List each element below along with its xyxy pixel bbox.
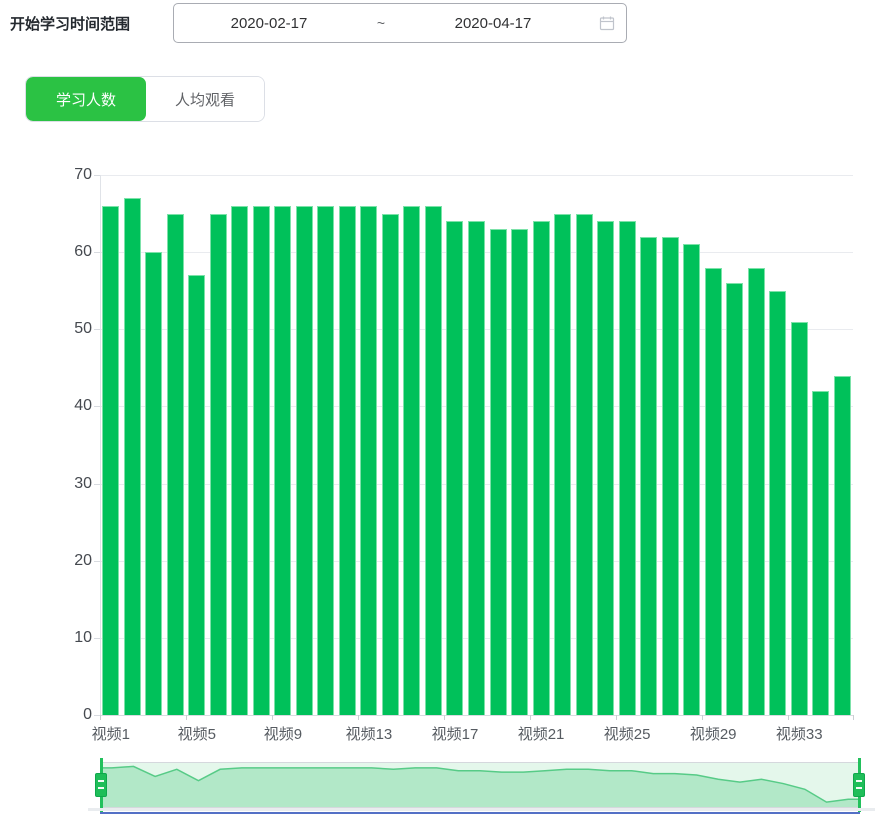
- bar[interactable]: [833, 375, 851, 715]
- bar[interactable]: [726, 283, 744, 715]
- tab-average-views[interactable]: 人均观看: [146, 77, 264, 121]
- tab-group: 学习人数 人均观看: [25, 76, 265, 122]
- y-axis-tick: [94, 715, 100, 716]
- end-date-input[interactable]: 2020-04-17: [454, 14, 532, 32]
- x-axis-tick: [358, 715, 360, 720]
- bar[interactable]: [489, 229, 507, 715]
- bar[interactable]: [209, 213, 227, 715]
- bar[interactable]: [274, 205, 292, 715]
- bar[interactable]: [166, 213, 184, 715]
- datazoom-minimap: [101, 765, 859, 807]
- date-range-separator: ~: [376, 15, 386, 31]
- bar[interactable]: [618, 221, 636, 715]
- bar[interactable]: [403, 205, 421, 715]
- y-axis-tick-label: 50: [74, 320, 92, 338]
- y-axis-tick-label: 70: [74, 166, 92, 183]
- date-range-label: 开始学习时间范围: [10, 16, 131, 33]
- bar[interactable]: [532, 221, 550, 715]
- y-axis-tick-label: 30: [74, 474, 92, 492]
- y-axis-tick: [94, 329, 100, 331]
- x-axis-tick: [444, 715, 446, 720]
- x-axis-tick: [186, 715, 188, 720]
- bar[interactable]: [188, 275, 206, 715]
- y-axis-tick-label: 10: [74, 628, 92, 646]
- datazoom-right-handle[interactable]: [852, 758, 866, 812]
- bar[interactable]: [295, 205, 313, 715]
- bottom-gray-strip: [88, 808, 875, 811]
- bar[interactable]: [468, 221, 485, 715]
- date-range-picker[interactable]: 2020-02-17 ~ 2020-04-17: [173, 3, 627, 43]
- x-axis-tick: [100, 715, 101, 720]
- x-axis-tick-label: 视频5: [177, 726, 216, 743]
- x-axis-tick-label: 视频33: [775, 726, 823, 743]
- bar[interactable]: [597, 221, 615, 715]
- y-axis-tick-label: 60: [74, 243, 92, 261]
- bar[interactable]: [360, 205, 378, 715]
- tab-learner-count[interactable]: 学习人数: [26, 77, 146, 121]
- y-axis-tick: [94, 406, 100, 408]
- bar[interactable]: [102, 205, 120, 715]
- x-axis-tick-label: 视频21: [517, 726, 565, 743]
- bar[interactable]: [231, 205, 249, 715]
- bottom-blue-line: [100, 812, 860, 814]
- x-axis-tick: [788, 715, 790, 720]
- x-axis-tick-label: 视频25: [603, 726, 651, 743]
- bar[interactable]: [640, 236, 658, 715]
- bar[interactable]: [338, 205, 356, 715]
- x-axis-tick-label: 视频1: [91, 726, 130, 743]
- y-axis-tick: [94, 252, 100, 254]
- bar[interactable]: [575, 213, 593, 715]
- x-axis-tick-label: 视频29: [689, 726, 737, 743]
- x-axis-tick: [530, 715, 532, 720]
- bar[interactable]: [424, 205, 442, 715]
- x-axis-tick-label: 视频17: [431, 726, 479, 743]
- datazoom-left-handle[interactable]: [94, 758, 108, 812]
- y-axis-tick-label: 20: [74, 551, 92, 569]
- bar[interactable]: [317, 205, 335, 715]
- x-axis-tick: [853, 715, 854, 720]
- y-axis-tick: [94, 483, 100, 485]
- datazoom-slider[interactable]: [95, 758, 865, 812]
- bar[interactable]: [446, 221, 464, 715]
- bar[interactable]: [769, 290, 787, 715]
- bar[interactable]: [683, 244, 701, 715]
- datazoom-left-handle-grip[interactable]: [95, 773, 107, 797]
- x-axis-tick: [702, 715, 704, 720]
- x-axis-line: [100, 715, 853, 716]
- bar[interactable]: [812, 391, 830, 715]
- bar[interactable]: [704, 267, 722, 715]
- bar[interactable]: [145, 252, 163, 715]
- y-axis-tick: [94, 175, 100, 176]
- x-axis-tick-label: 视频9: [263, 726, 303, 743]
- datazoom-right-handle-grip[interactable]: [853, 773, 865, 797]
- bar[interactable]: [381, 213, 399, 715]
- bar[interactable]: [790, 321, 808, 715]
- y-axis-line: [100, 175, 101, 715]
- datazoom-area-line: [101, 765, 859, 803]
- x-axis-tick-label: 视频13: [345, 726, 393, 743]
- datazoom-area: [101, 766, 859, 807]
- y-axis-tick-label: 40: [74, 397, 92, 415]
- calendar-icon: [588, 15, 626, 31]
- bar[interactable]: [554, 213, 572, 715]
- x-axis-tick: [272, 715, 274, 720]
- y-axis-tick-label: 0: [83, 706, 92, 723]
- start-date-input[interactable]: 2020-02-17: [230, 14, 308, 32]
- y-axis-tick: [94, 637, 100, 639]
- bar[interactable]: [252, 205, 270, 715]
- bar[interactable]: [747, 267, 765, 715]
- y-gridline: [100, 175, 853, 176]
- bar[interactable]: [123, 198, 141, 715]
- bar[interactable]: [661, 236, 679, 715]
- y-axis-tick: [94, 560, 100, 562]
- bar-chart: 0 10 20 30 40 50 60 70 视频1 视频5 视频9 视频13 视频17 视频21 视频25…: [74, 166, 854, 743]
- bar[interactable]: [511, 229, 529, 715]
- x-axis-tick: [616, 715, 618, 720]
